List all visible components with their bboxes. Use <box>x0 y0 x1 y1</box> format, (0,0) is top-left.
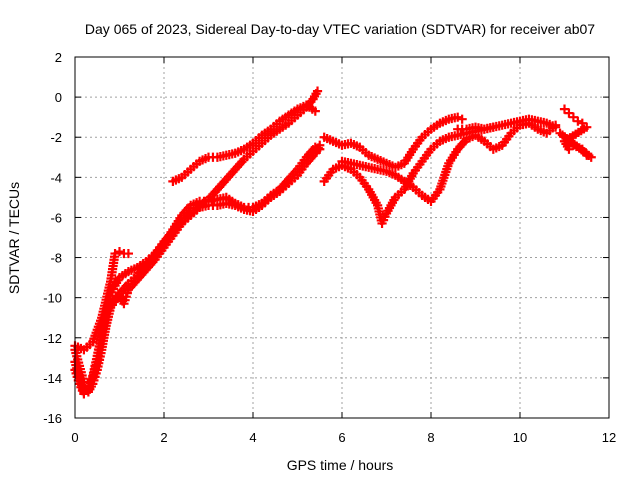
y-tick-label: -8 <box>50 251 62 266</box>
data-point <box>559 104 570 114</box>
y-tick-label: -6 <box>50 210 62 225</box>
data-point <box>555 128 565 138</box>
data-point <box>564 108 574 118</box>
data-point <box>87 374 97 384</box>
x-tick-label: 2 <box>160 430 167 445</box>
x-tick-label: 12 <box>602 430 616 445</box>
y-tick-label: -12 <box>43 331 62 346</box>
axis-ticks: 0 2 4 6 8 10 12 -16 -14 -12 -10 -8 -6 -4 -2 0 2 <box>43 50 616 445</box>
x-tick-label: 10 <box>513 430 527 445</box>
data-point <box>83 385 93 395</box>
y-tick-label: -4 <box>50 170 62 185</box>
x-tick-label: 4 <box>249 430 256 445</box>
data-point <box>564 144 574 154</box>
data-point <box>315 140 325 150</box>
data-point <box>122 288 132 298</box>
data-point <box>121 292 131 302</box>
y-tick-label: -16 <box>43 411 62 426</box>
grid-lines <box>75 57 609 418</box>
data-point <box>577 118 587 128</box>
data-point <box>85 378 96 388</box>
data-point <box>310 106 320 116</box>
y-tick-label: -14 <box>43 371 62 386</box>
data-point <box>73 375 83 385</box>
data-point <box>551 122 561 132</box>
data-points <box>70 86 596 399</box>
x-tick-label: 8 <box>427 430 434 445</box>
plot-frame <box>74 56 610 419</box>
data-point <box>79 389 89 399</box>
y-tick-label: 2 <box>55 50 62 65</box>
data-point <box>123 248 133 259</box>
chart-title: Day 065 of 2023, Sidereal Day-to-day VTE… <box>85 21 595 37</box>
y-axis-label: SDTVAR / TECUs <box>6 182 22 294</box>
data-point <box>119 299 129 309</box>
x-tick-label: 0 <box>71 430 78 445</box>
data-point <box>457 114 467 124</box>
data-point <box>84 381 95 392</box>
y-tick-label: -2 <box>50 130 62 145</box>
y-tick-label: 0 <box>55 90 62 105</box>
data-point <box>568 112 578 122</box>
data-point <box>312 86 323 96</box>
y-tick-label: -10 <box>43 291 62 306</box>
x-tick-label: 6 <box>338 430 345 445</box>
data-point <box>71 368 81 378</box>
x-axis-label: GPS time / hours <box>287 457 394 473</box>
data-point <box>120 295 130 305</box>
